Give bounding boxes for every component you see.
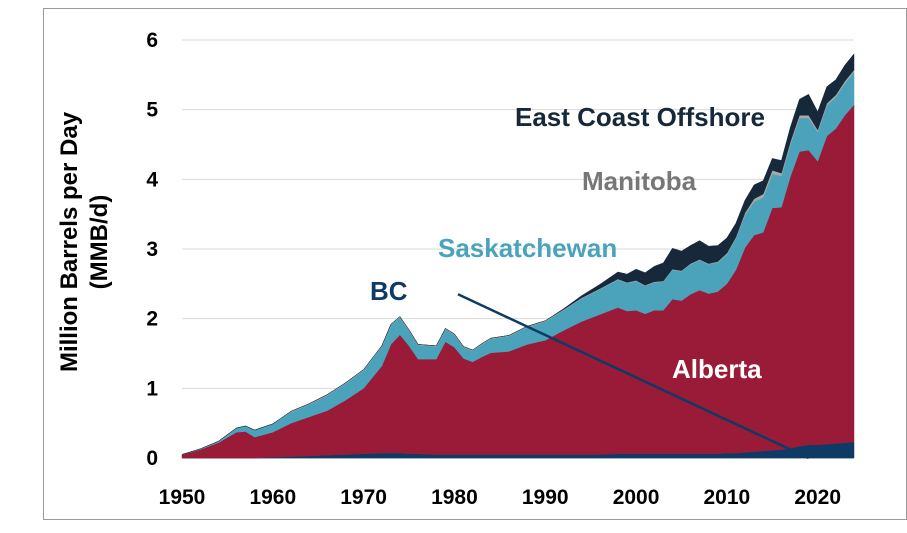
x-tick-label: 1990 xyxy=(522,486,569,509)
y-tick-label: 6 xyxy=(146,29,158,52)
y-tick-label: 5 xyxy=(146,99,158,122)
x-tick-labels: 1950 1960 1970 1980 1990 2000 2010 2020 xyxy=(159,486,841,509)
x-tick-label: 1960 xyxy=(249,486,296,509)
y-axis-label-line-1: Million Barrels per Day xyxy=(56,111,83,372)
area-series xyxy=(181,53,855,459)
y-tick-label: 2 xyxy=(146,308,158,331)
y-tick-label: 0 xyxy=(146,447,158,470)
y-tick-labels: 0 1 2 3 4 5 6 xyxy=(146,29,158,470)
y-tick-label: 1 xyxy=(146,377,158,400)
area-east-coast-offshore xyxy=(181,53,855,455)
x-tick-label: 1950 xyxy=(159,486,206,509)
y-tick-label: 3 xyxy=(146,238,158,261)
label-east-coast-offshore: East Coast Offshore xyxy=(515,102,765,132)
x-tick-label: 2010 xyxy=(704,486,751,509)
x-tick-label: 1970 xyxy=(340,486,387,509)
label-bc: BC xyxy=(370,276,408,306)
label-alberta: Alberta xyxy=(672,354,762,384)
label-saskatchewan: Saskatchewan xyxy=(438,233,617,263)
y-tick-label: 4 xyxy=(146,168,158,191)
x-tick-label: 2000 xyxy=(613,486,660,509)
bc-pointer-line xyxy=(457,293,810,460)
area-alberta xyxy=(181,104,855,459)
x-tick-label: 2020 xyxy=(794,486,841,509)
label-manitoba: Manitoba xyxy=(582,166,697,196)
x-tick-label: 1980 xyxy=(431,486,478,509)
y-axis-label-line-2: (MMB/d) xyxy=(86,195,113,290)
